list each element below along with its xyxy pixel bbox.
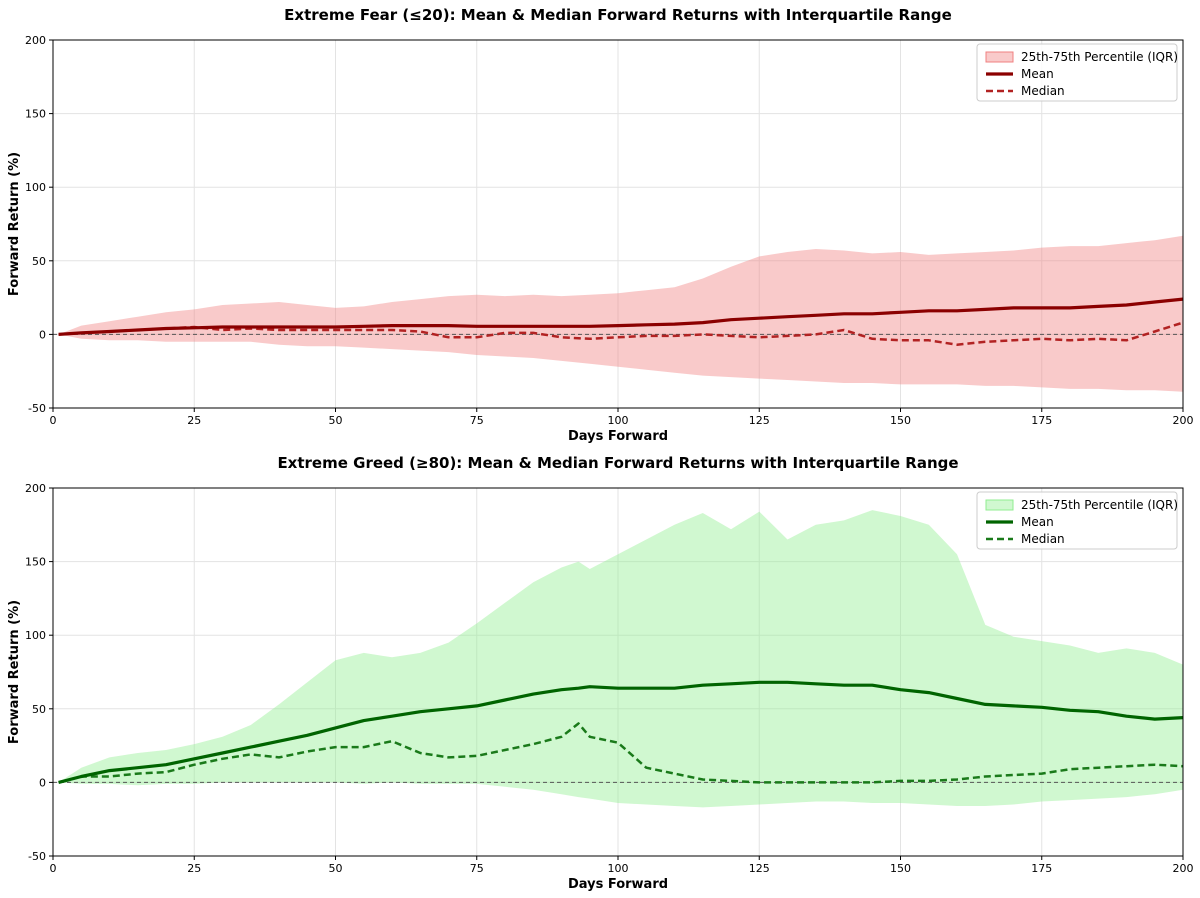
- y-tick-label: -50: [28, 850, 46, 863]
- x-tick-label: 200: [1173, 862, 1194, 875]
- iqr-band: [58, 235, 1184, 392]
- legend-swatch-iqr: [985, 499, 1014, 511]
- legend-box: [976, 491, 1178, 550]
- x-tick-label: 75: [470, 414, 484, 427]
- greed-chart-panel: Extreme Greed (≥80): Mean & Median Forwa…: [7, 454, 1194, 892]
- legend-box: [976, 43, 1178, 102]
- mean-line: [58, 297, 1184, 336]
- y-tick-label: 50: [32, 255, 46, 268]
- legend-label-mean: Mean: [1021, 67, 1054, 81]
- x-tick-label: 175: [1031, 414, 1052, 427]
- x-tick-label: 25: [187, 414, 201, 427]
- x-tick-label: 25: [187, 862, 201, 875]
- y-tick-label: 200: [25, 34, 46, 47]
- legend-label-mean: Mean: [1021, 515, 1054, 529]
- legend-label-median: Median: [1021, 532, 1065, 546]
- y-tick-label: -50: [28, 402, 46, 415]
- chart-title: Extreme Fear (≤20): Mean & Median Forwar…: [284, 6, 952, 24]
- legend: 25th-75th Percentile (IQR) Mean Median: [976, 491, 1178, 550]
- x-tick-label: 75: [470, 862, 484, 875]
- x-tick-label: 150: [890, 862, 911, 875]
- chart-title: Extreme Greed (≥80): Mean & Median Forwa…: [277, 454, 958, 472]
- x-tick-label: 100: [608, 414, 629, 427]
- y-tick-label: 100: [25, 629, 46, 642]
- median-line: [58, 722, 1184, 784]
- y-axis-label: Forward Return (%): [7, 152, 22, 296]
- x-tick-label: 50: [329, 862, 343, 875]
- y-tick-label: 150: [25, 556, 46, 569]
- x-tick-label: 0: [50, 862, 57, 875]
- y-axis-label: Forward Return (%): [7, 600, 22, 744]
- x-tick-label: 200: [1173, 414, 1194, 427]
- y-tick-label: 0: [39, 328, 46, 341]
- mean-line: [58, 680, 1184, 784]
- x-tick-label: 50: [329, 414, 343, 427]
- x-tick-label: 175: [1031, 862, 1052, 875]
- legend-label-median: Median: [1021, 84, 1065, 98]
- legend-swatch-iqr: [985, 51, 1014, 63]
- legend: 25th-75th Percentile (IQR) Mean Median: [976, 43, 1178, 102]
- y-tick-label: 100: [25, 181, 46, 194]
- median-line: [58, 321, 1184, 346]
- x-tick-label: 0: [50, 414, 57, 427]
- x-tick-label: 125: [749, 862, 770, 875]
- y-tick-label: 150: [25, 108, 46, 121]
- legend-label-iqr: 25th-75th Percentile (IQR): [1021, 498, 1178, 512]
- x-axis-label: Days Forward: [568, 877, 668, 892]
- y-tick-label: 0: [39, 776, 46, 789]
- x-tick-label: 100: [608, 862, 629, 875]
- y-tick-label: 200: [25, 482, 46, 495]
- iqr-band: [58, 510, 1184, 808]
- x-tick-label: 125: [749, 414, 770, 427]
- y-tick-label: 50: [32, 703, 46, 716]
- fear-chart-panel: Extreme Fear (≤20): Mean & Median Forwar…: [7, 6, 1194, 444]
- x-tick-label: 150: [890, 414, 911, 427]
- x-axis-label: Days Forward: [568, 429, 668, 444]
- legend-label-iqr: 25th-75th Percentile (IQR): [1021, 50, 1178, 64]
